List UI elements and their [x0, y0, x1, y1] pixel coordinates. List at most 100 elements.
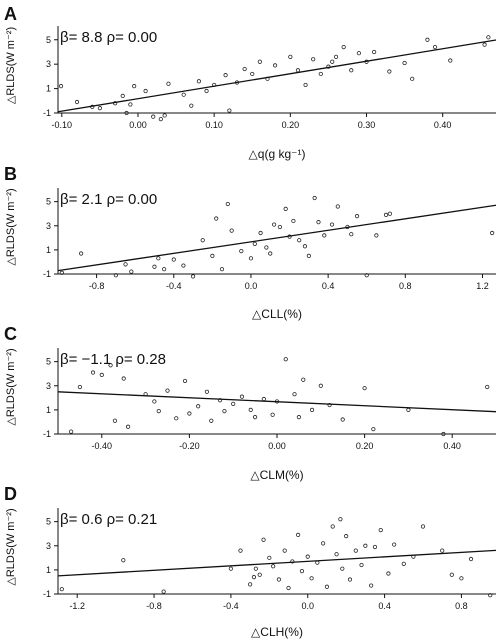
- data-point: [488, 593, 493, 598]
- data-point: [90, 370, 96, 375]
- data-point: [162, 267, 167, 272]
- data-point: [363, 543, 368, 548]
- y-tick-label: -1: [43, 429, 51, 439]
- data-point: [268, 251, 273, 256]
- y-tick-label: 5: [46, 35, 51, 45]
- data-point: [299, 568, 305, 574]
- data-point: [335, 204, 340, 209]
- data-point: [59, 270, 64, 275]
- data-point: [410, 76, 415, 81]
- y-axis-label: △RLDS(W m⁻²): [5, 348, 17, 425]
- data-point: [374, 233, 379, 238]
- data-point: [316, 220, 321, 225]
- y-tick-label: 1: [46, 84, 51, 94]
- y-tick-label: 1: [46, 565, 51, 575]
- data-point: [276, 577, 282, 582]
- panel-letter: A: [4, 4, 17, 24]
- data-point: [448, 58, 453, 63]
- data-point: [347, 577, 353, 582]
- data-point: [302, 244, 308, 249]
- data-point: [112, 418, 118, 423]
- data-point: [297, 238, 302, 243]
- data-point: [271, 564, 276, 569]
- data-point: [290, 559, 295, 564]
- data-point: [187, 411, 192, 416]
- data-point: [283, 206, 288, 211]
- panel-letter: B: [4, 164, 17, 184]
- x-tick-label: -0.4: [166, 281, 182, 291]
- data-point: [231, 401, 236, 406]
- data-point: [485, 384, 490, 390]
- data-point: [97, 106, 102, 111]
- data-point: [223, 73, 228, 78]
- data-point: [362, 386, 367, 391]
- data-point: [267, 555, 272, 560]
- x-axis-label: △CLH(%): [251, 625, 303, 639]
- data-point: [190, 274, 196, 279]
- data-point: [322, 233, 327, 238]
- data-point: [239, 248, 244, 254]
- data-point: [123, 262, 128, 267]
- data-point: [272, 63, 278, 68]
- y-axis-label: △RLDS(W m⁻²): [5, 188, 17, 265]
- data-point: [318, 71, 323, 77]
- data-point: [327, 402, 332, 408]
- x-tick-label: 0.00: [129, 120, 147, 130]
- x-tick-label: 0.8: [455, 601, 468, 611]
- data-point: [402, 60, 407, 66]
- data-point: [152, 399, 157, 404]
- data-point: [306, 253, 311, 259]
- data-point: [344, 534, 349, 539]
- regression-line: [57, 549, 497, 577]
- data-point: [356, 51, 361, 56]
- data-point: [401, 561, 406, 566]
- data-point: [440, 548, 445, 553]
- data-point: [261, 396, 266, 402]
- data-point: [214, 216, 219, 221]
- data-point: [229, 228, 234, 233]
- data-point: [282, 548, 287, 553]
- data-point: [257, 59, 262, 64]
- data-point: [181, 92, 186, 97]
- data-point: [432, 44, 438, 50]
- data-point: [353, 548, 358, 553]
- x-tick-label: 1.2: [476, 281, 489, 291]
- data-point: [288, 54, 293, 59]
- data-point: [108, 363, 113, 368]
- data-point: [378, 527, 383, 533]
- data-point: [189, 103, 194, 108]
- data-point: [383, 212, 389, 218]
- data-point: [386, 571, 391, 576]
- data-point: [125, 424, 131, 429]
- data-point: [354, 214, 360, 219]
- data-point: [121, 376, 126, 381]
- stat-annotation: β= 2.1 ρ= 0.00: [60, 191, 157, 208]
- data-point: [182, 378, 188, 384]
- data-point: [333, 54, 339, 59]
- data-point: [330, 524, 335, 529]
- data-point: [99, 372, 104, 378]
- data-point: [349, 68, 354, 73]
- data-point: [459, 576, 464, 581]
- x-tick-label: -0.8: [146, 601, 162, 611]
- y-axis-label: △RLDS(W m⁻²): [5, 27, 17, 104]
- data-point: [305, 554, 310, 559]
- data-point: [482, 42, 487, 47]
- panel-a: A -1 1 3 5 -0.10 0.00 0.10 0.20 0.30 0.40 △RLDS(W m…: [4, 4, 497, 161]
- stat-annotation: β= 0.6 ρ= 0.21: [60, 511, 157, 528]
- x-tick-label: 0.00: [268, 441, 286, 451]
- data-point: [239, 394, 245, 399]
- data-point: [486, 35, 491, 40]
- stat-annotation: β= 8.8 ρ= 0.00: [60, 29, 157, 46]
- data-point: [258, 230, 263, 236]
- x-tick-label: 0.0: [301, 601, 314, 611]
- regression-line: [57, 391, 497, 413]
- data-point: [74, 99, 80, 105]
- data-point: [242, 66, 247, 72]
- data-point: [312, 195, 317, 201]
- x-tick-label: 0.20: [356, 441, 374, 451]
- data-point: [225, 201, 230, 207]
- data-point: [340, 566, 345, 571]
- y-tick-label: 1: [46, 245, 51, 255]
